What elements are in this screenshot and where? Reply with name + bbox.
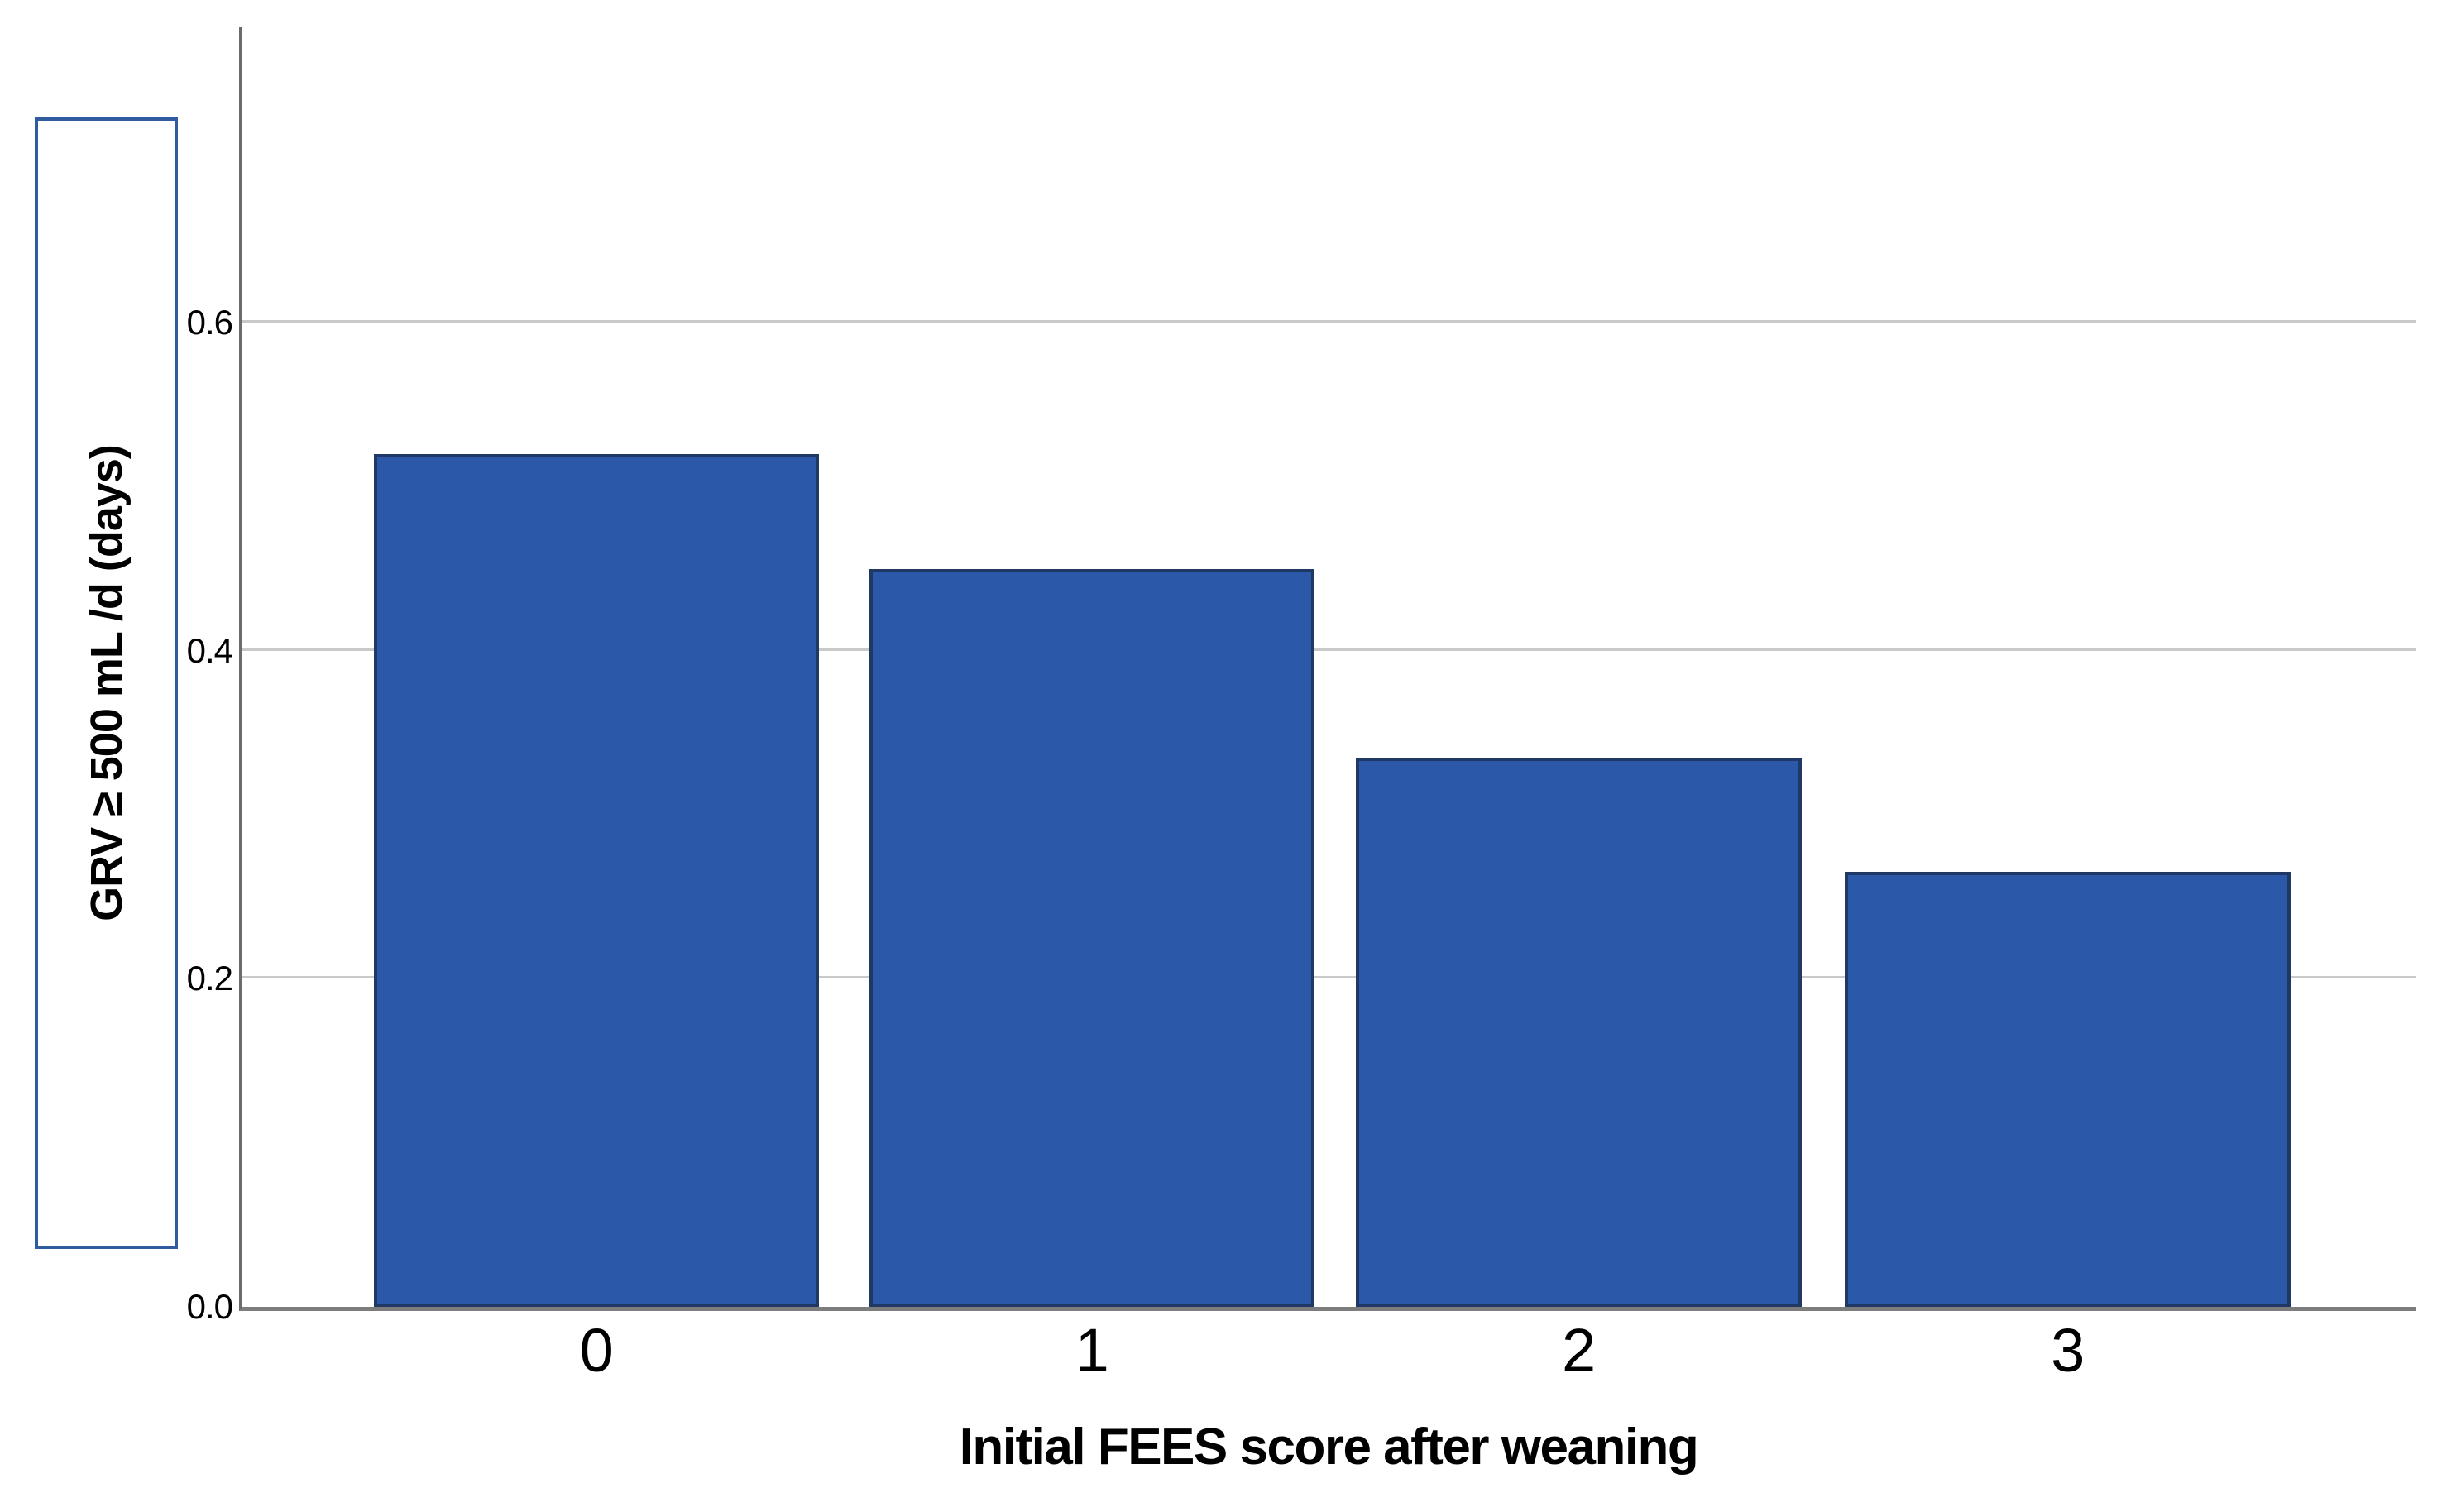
y-tick-label-0.6: 0.6: [186, 303, 233, 342]
plot-area: [239, 27, 2416, 1311]
x-axis-title: Initial FEES score after weaning: [959, 1419, 1699, 1476]
gridline-y-0.4: [242, 648, 2416, 651]
x-tick-label-2: 2: [1562, 1316, 1597, 1385]
gridline-y-0.6: [242, 320, 2416, 323]
bar-category-2: [1356, 757, 1802, 1307]
y-axis-label-box: GRV ≥ 500 mL /d (days): [35, 117, 178, 1249]
y-tick-label-0.4: 0.4: [186, 630, 233, 670]
bar-category-3: [1845, 872, 2291, 1307]
x-tick-label-0: 0: [579, 1316, 614, 1385]
x-tick-label-3: 3: [2051, 1316, 2085, 1385]
y-axis-tick-labels: 0.0 0.2 0.4 0.6: [0, 27, 233, 1326]
x-tick-label-1: 1: [1075, 1316, 1109, 1385]
gridline-y-0.2: [242, 976, 2416, 979]
bar-category-0: [373, 453, 820, 1307]
y-tick-label-0.0: 0.0: [186, 1287, 233, 1326]
bar-category-1: [869, 568, 1315, 1307]
y-tick-label-0.2: 0.2: [186, 959, 233, 998]
